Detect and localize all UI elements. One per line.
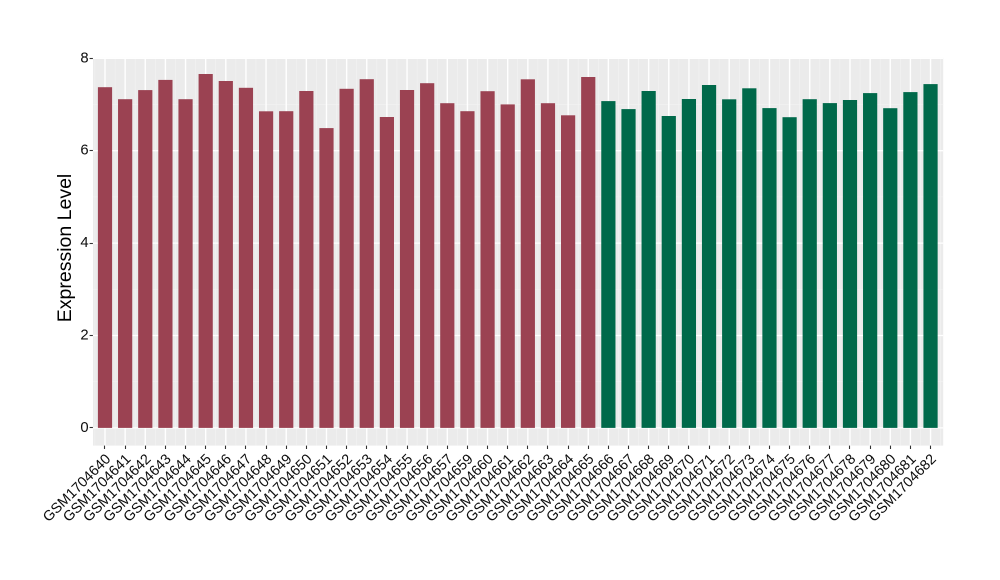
svg-text:0: 0 [80, 420, 88, 436]
svg-text:4: 4 [80, 235, 88, 251]
svg-text:6: 6 [80, 143, 88, 159]
svg-text:8: 8 [80, 50, 88, 66]
svg-text:2: 2 [80, 328, 88, 344]
svg-text:Expression Level: Expression Level [54, 174, 76, 323]
